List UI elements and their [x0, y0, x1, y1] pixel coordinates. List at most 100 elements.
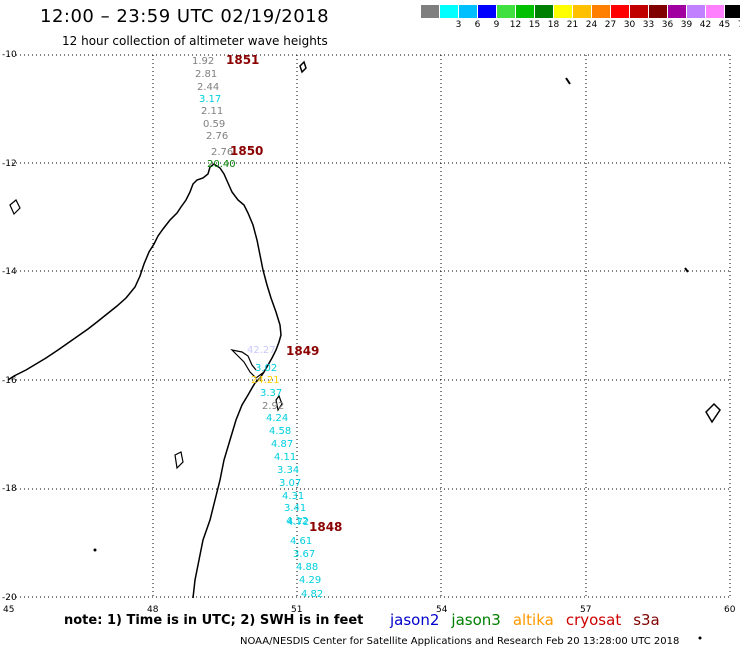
wave-height-value: 3.34: [277, 465, 299, 476]
lat-tick-label: -16: [2, 376, 17, 386]
color-scale-label: 24: [585, 20, 598, 30]
color-swatch: [535, 5, 553, 18]
wave-value-labels: 1.922.812.443.172.110.592.762.7620.4042.…: [192, 56, 323, 600]
wave-height-value: 3.37: [260, 388, 282, 399]
legend-altika: altika: [512, 611, 554, 629]
color-swatch: [687, 5, 705, 18]
pass-label-1851: 1851: [226, 53, 259, 67]
lat-tick-label: -10: [2, 50, 17, 60]
wave-height-value: 4.29: [299, 575, 321, 586]
pass-label-1848: 1848: [309, 520, 342, 534]
wave-height-value: 2.81: [195, 69, 217, 80]
color-swatch: [649, 5, 667, 18]
lat-tick-label: -20: [2, 593, 17, 603]
wave-height-value: 2.11: [201, 106, 223, 117]
color-swatch: [554, 5, 572, 18]
color-scale-label: 27: [604, 20, 617, 30]
wave-height-value: 3.41: [284, 503, 306, 514]
color-scale-label: 6: [474, 20, 481, 30]
pass-labels: 1851 1850 1849 1848: [226, 53, 342, 534]
color-swatch: [459, 5, 477, 18]
satellite-legend: jason2 jason3 altika cryosat s3a: [390, 611, 660, 629]
color-scale-label: 21: [566, 20, 579, 30]
wave-height-value: 4.82: [301, 589, 323, 600]
footer-credit: NOAA/NESDIS Center for Satellite Applica…: [240, 636, 680, 647]
color-scale-label: 39: [680, 20, 693, 30]
color-scale-label: 12: [509, 20, 522, 30]
wave-height-value: 2.44: [197, 82, 219, 93]
color-swatch: [706, 5, 724, 18]
wave-height-value: 4.88: [296, 562, 318, 573]
island-west-2: [174, 451, 184, 470]
lon-tick-label: 48: [147, 605, 159, 615]
wave-height-value: 24.21: [251, 375, 280, 386]
lon-tick-label: 45: [3, 605, 14, 615]
island-nosy-boraha: [275, 394, 283, 412]
bay-coastline: [230, 349, 265, 379]
legend-jason2: jason2: [390, 611, 440, 629]
pass-label-1850: 1850: [230, 144, 263, 158]
lon-tick-label: 51: [291, 605, 302, 615]
wave-height-value: 4.72: [287, 517, 309, 528]
axis-ticks: -10 -12 -14 -16 -18 -20 45 48 51 54 57 60: [2, 50, 736, 615]
wave-height-value: 2.92: [262, 401, 284, 412]
color-scale-label: 3: [455, 20, 462, 30]
color-swatch: [630, 5, 648, 18]
legend-jason3: jason3: [451, 611, 501, 629]
legend-cryosat: cryosat: [565, 611, 622, 629]
island-agalega: [565, 77, 571, 85]
island-dot-1: [93, 548, 97, 552]
color-scale: [421, 5, 740, 18]
island-reunion: [705, 402, 721, 424]
lat-tick-label: -14: [2, 267, 17, 277]
wave-height-value: 0.59: [203, 119, 225, 130]
map-subtitle: 12 hour collection of altimeter wave hei…: [62, 34, 328, 48]
wave-height-value: 20.40: [207, 159, 236, 170]
color-scale-label: 18: [547, 20, 560, 30]
wave-height-value: 4.58: [269, 426, 291, 437]
wave-height-value: 3.17: [199, 94, 221, 105]
color-swatch: [516, 5, 534, 18]
color-scale-labels: 36912151821242730333639424570(ft): [421, 20, 740, 30]
wave-height-value: 4.61: [290, 536, 312, 547]
color-scale-label: 70: [734, 20, 740, 30]
wave-height-value: 2.76: [211, 147, 233, 158]
island-glorioso: [299, 60, 307, 74]
wave-height-value: 4.87: [271, 439, 293, 450]
color-scale-label: 36: [661, 20, 674, 30]
wave-height-value: 3.67: [293, 549, 315, 560]
color-scale-label: 33: [642, 20, 655, 30]
color-scale-label: 15: [528, 20, 541, 30]
color-swatch: [497, 5, 515, 18]
island-dot-2: [698, 636, 702, 640]
lon-tick-label: 57: [580, 605, 591, 615]
color-swatch: [611, 5, 629, 18]
color-scale-label: 30: [623, 20, 636, 30]
color-scale-label: 9: [493, 20, 500, 30]
wave-height-value: 2.76: [206, 131, 228, 142]
wave-height-value: 42.27: [247, 345, 276, 356]
color-swatch: [421, 5, 439, 18]
color-swatch: [440, 5, 458, 18]
wave-height-value: 3.07: [279, 478, 301, 489]
color-swatch: [668, 5, 686, 18]
color-swatch: [592, 5, 610, 18]
color-swatch: [725, 5, 740, 18]
pass-label-1849: 1849: [286, 344, 319, 358]
madagascar-coastline: [7, 163, 282, 599]
wave-height-value: 4.11: [274, 452, 296, 463]
lat-lon-grid: [8, 54, 731, 598]
map-title: 12:00 – 23:59 UTC 02/19/2018: [40, 6, 330, 27]
wave-height-value: 1.92: [192, 56, 214, 67]
lon-tick-label: 60: [724, 605, 736, 615]
wave-height-value: 4.12: [286, 516, 308, 527]
wave-height-value: 3.02: [255, 363, 277, 374]
color-scale-label: 45: [718, 20, 731, 30]
lon-tick-label: 54: [436, 605, 448, 615]
wave-height-value: 4.24: [266, 413, 288, 424]
island-tromelin: [684, 267, 689, 273]
lat-tick-label: -12: [2, 159, 17, 169]
color-swatch: [478, 5, 496, 18]
color-scale-label: 42: [699, 20, 712, 30]
